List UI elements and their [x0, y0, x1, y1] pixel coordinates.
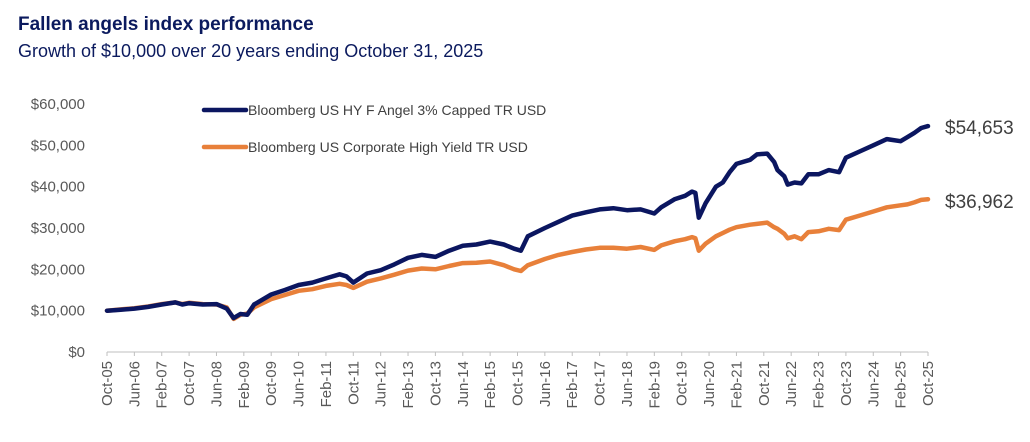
- y-tick-label: $60,000: [31, 96, 85, 113]
- y-tick-label: $0: [68, 344, 85, 361]
- x-tick-label: Feb-23: [811, 361, 828, 409]
- legend: Bloomberg US HY F Angel 3% Capped TR USD…: [201, 102, 546, 155]
- x-tick-label: Oct-05: [99, 361, 116, 406]
- series-line-fallen-angels: [104, 123, 931, 321]
- x-tick-label: Oct-13: [427, 361, 444, 406]
- x-tick-label: Oct-23: [838, 361, 855, 406]
- x-tick-label: Jun-14: [455, 361, 472, 407]
- x-tick-label: Oct-21: [756, 361, 773, 406]
- x-tick-label: Feb-25: [893, 361, 910, 409]
- x-tick-label: Oct-15: [510, 361, 527, 406]
- x-tick-label: Feb-13: [400, 361, 417, 409]
- x-tick-label: Feb-11: [318, 361, 335, 407]
- x-tick-label: Feb-09: [236, 361, 253, 409]
- x-tick-label: Oct-25: [920, 361, 937, 406]
- x-tick-label: Jun-10: [291, 361, 308, 407]
- x-tick-label: Feb-15: [482, 361, 499, 409]
- series-lines: [104, 123, 931, 322]
- x-tick-label: Jun-12: [373, 361, 390, 407]
- x-tick-label: Oct-07: [181, 361, 198, 406]
- x-tick-label: Oct-19: [674, 361, 691, 406]
- x-tick-label: Jun-06: [126, 361, 143, 407]
- chart-subtitle: Growth of $10,000 over 20 years ending O…: [18, 41, 484, 61]
- x-tick-label: Jun-18: [619, 361, 636, 407]
- y-tick-label: $40,000: [31, 179, 85, 196]
- x-tick-label: Jun-24: [865, 361, 882, 407]
- end-value-label: $54,653: [945, 118, 1014, 139]
- x-tick-label: Feb-21: [728, 361, 745, 409]
- x-tick-label: Oct-17: [592, 361, 609, 406]
- y-tick-label: $30,000: [31, 220, 85, 237]
- y-tick-label: $20,000: [31, 261, 85, 278]
- x-tick-label: Jun-20: [701, 361, 718, 407]
- x-tick-label: Feb-17: [564, 361, 581, 409]
- legend-label: Bloomberg US HY F Angel 3% Capped TR USD: [248, 102, 546, 118]
- chart-title: Fallen angels index performance: [18, 14, 314, 35]
- y-tick-label: $50,000: [31, 137, 85, 154]
- axes: $0 $10,000 $20,000 $30,000 $40,000 $50,000 $60…: [31, 96, 937, 409]
- x-tick-label: Jun-08: [208, 361, 225, 407]
- x-tick-label: Oct-11: [345, 361, 362, 405]
- series-line-corporate-high-yield: [104, 196, 931, 322]
- end-labels: $54,653 $36,962: [945, 118, 1014, 213]
- x-tick-label: Oct-09: [263, 361, 280, 406]
- x-tick-label: Feb-07: [154, 361, 171, 409]
- legend-label: Bloomberg US Corporate High Yield TR USD: [248, 139, 528, 155]
- x-tick-label: Feb-19: [646, 361, 663, 409]
- x-tick-label: Jun-16: [537, 361, 554, 407]
- x-tick-label: Jun-22: [783, 361, 800, 407]
- y-tick-label: $10,000: [31, 303, 85, 320]
- end-value-label: $36,962: [945, 192, 1014, 213]
